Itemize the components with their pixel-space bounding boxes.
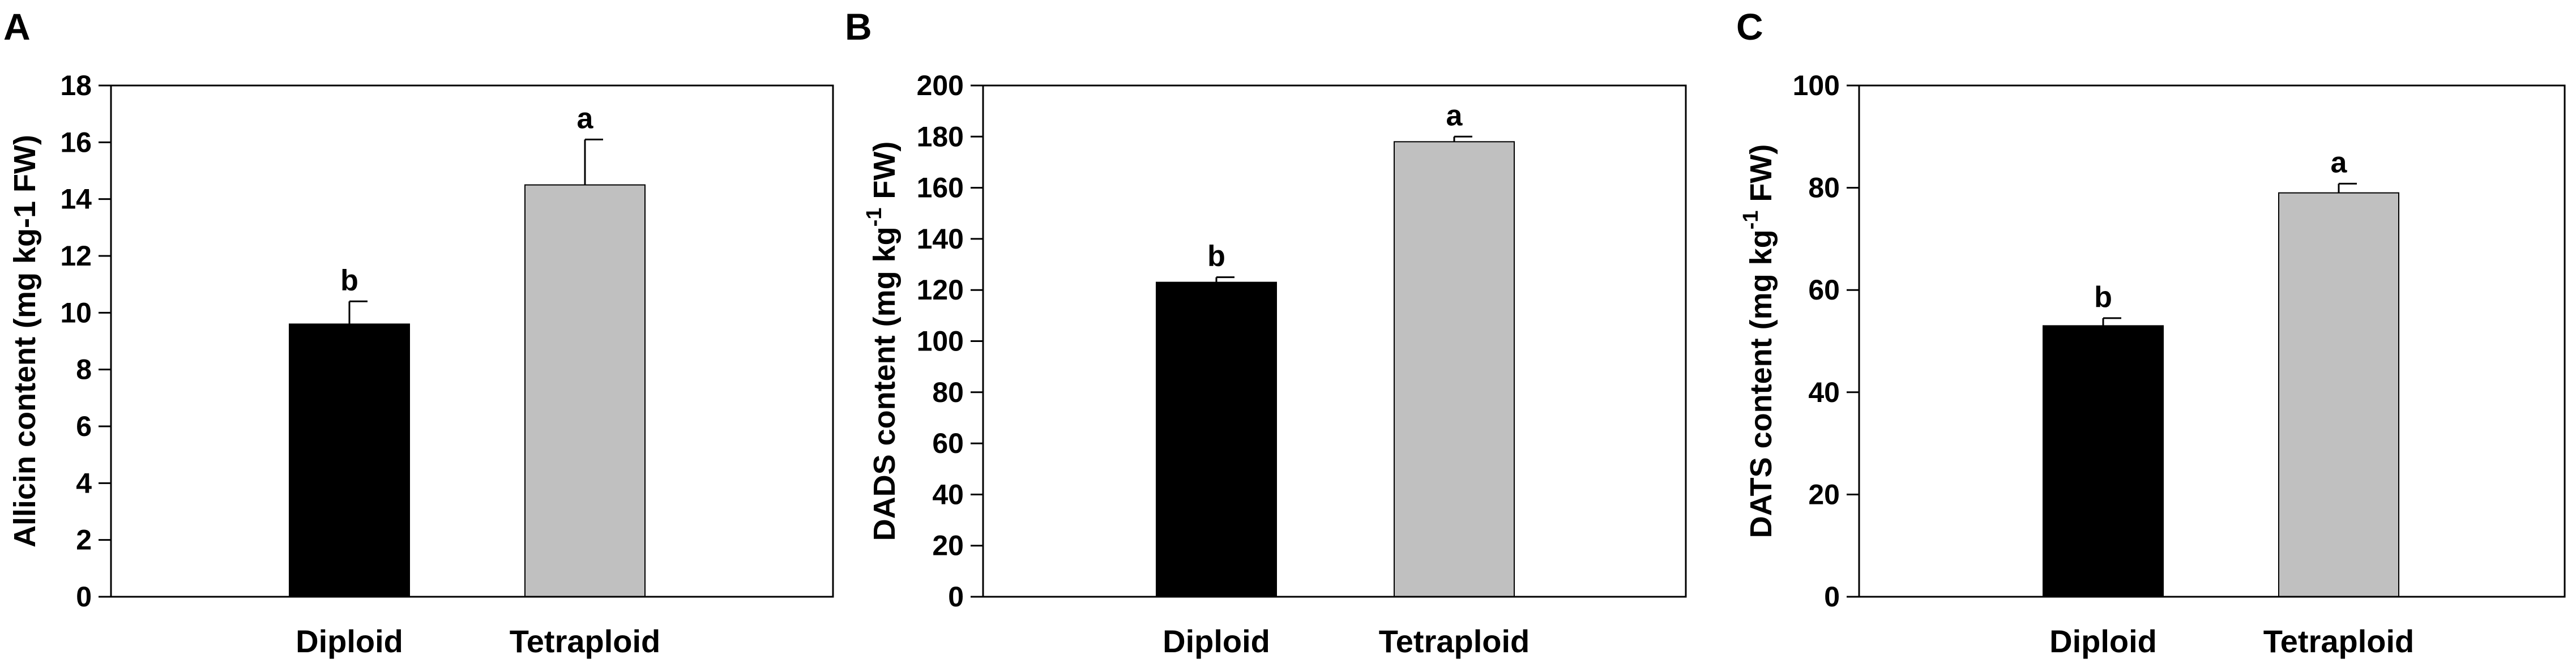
bar-tetraploid <box>2278 192 2399 597</box>
y-tick-label: 100 <box>917 326 964 357</box>
y-axis-title-superscript: -1 <box>1739 211 1763 230</box>
y-tick-label: 40 <box>1808 377 1840 408</box>
category-label: Diploid <box>1163 623 1270 659</box>
bar-tetraploid <box>524 184 646 598</box>
bar-diploid <box>1156 281 1277 597</box>
bar-diploid <box>289 323 410 598</box>
y-tick-label: 80 <box>1808 172 1840 204</box>
y-axis-title: DATS content (mg kg-1 FW) <box>1739 144 1778 538</box>
y-tick-label: 2 <box>76 524 92 556</box>
y-tick-label: 20 <box>932 530 964 562</box>
y-tick-label: 16 <box>60 126 92 158</box>
y-tick-label: 60 <box>1808 274 1840 306</box>
chart-panel-c: Cb Diploid a Tetraploid 0 20 40 60 80 100 DATS con… <box>1736 6 2566 659</box>
y-axis-title-superscript: -1 <box>862 208 886 227</box>
category-label: Tetraploid <box>510 623 661 659</box>
bar-tetraploid <box>1394 141 1515 597</box>
y-tick-label: 6 <box>76 410 92 442</box>
y-tick-label: 180 <box>917 121 964 152</box>
category-label: Tetraploid <box>2263 623 2415 659</box>
significance-label: a <box>1446 99 1463 132</box>
y-axis-title-main: DATS content (mg kg <box>1744 229 1778 538</box>
y-axis-title-unit: FW) <box>1744 144 1778 211</box>
y-tick-label: 0 <box>948 581 964 613</box>
y-tick-label: 40 <box>932 478 964 510</box>
chart-panel-a: Ab Diploid a Tetraploid 0 2 4 6 8 10 12 14 16 18 Allic… <box>3 6 834 659</box>
y-tick-label: 120 <box>917 274 964 306</box>
significance-label: b <box>340 264 358 297</box>
category-label: Diploid <box>296 623 403 659</box>
panel-letter: B <box>845 6 872 48</box>
y-tick-label: 18 <box>60 70 92 101</box>
panel-letter: C <box>1736 6 1763 48</box>
y-tick-label: 140 <box>917 223 964 255</box>
y-tick-label: 0 <box>1824 581 1840 613</box>
y-axis-title: DADS content (mg kg-1 FW) <box>862 142 902 541</box>
y-axis-title-main: DADS content (mg kg <box>868 226 902 541</box>
y-tick-label: 0 <box>76 581 92 613</box>
y-tick-label: 14 <box>60 183 92 215</box>
y-tick-label: 10 <box>60 297 92 328</box>
plot-frame <box>982 84 1687 598</box>
y-tick-label: 8 <box>76 354 92 386</box>
y-axis-title-main: Allicin content (mg kg-1 FW) <box>8 135 42 547</box>
y-tick-label: 200 <box>917 70 964 101</box>
y-tick-label: 60 <box>932 427 964 459</box>
y-tick-label: 100 <box>1793 70 1840 101</box>
y-tick-label: 80 <box>932 377 964 408</box>
y-tick-label: 12 <box>60 240 92 272</box>
significance-label: a <box>2331 146 2348 179</box>
category-label: Tetraploid <box>1379 623 1530 659</box>
y-tick-label: 20 <box>1808 478 1840 510</box>
plot-frame <box>110 84 834 598</box>
chart-panel-b: Bb Diploid a Tetraploid 0 20 40 60 80 100 120 140 16… <box>845 6 1687 659</box>
panel-letter: A <box>3 6 31 48</box>
significance-label: b <box>2094 281 2112 314</box>
y-axis-title-unit: FW) <box>868 142 902 208</box>
significance-label: b <box>1207 240 1225 273</box>
y-tick-label: 4 <box>76 467 92 499</box>
plot-frame <box>1858 84 2566 598</box>
category-label: Diploid <box>2049 623 2157 659</box>
y-tick-label: 160 <box>917 172 964 204</box>
significance-label: a <box>577 102 594 135</box>
bar-diploid <box>2043 325 2164 597</box>
y-axis-title: Allicin content (mg kg-1 FW) <box>8 135 42 547</box>
